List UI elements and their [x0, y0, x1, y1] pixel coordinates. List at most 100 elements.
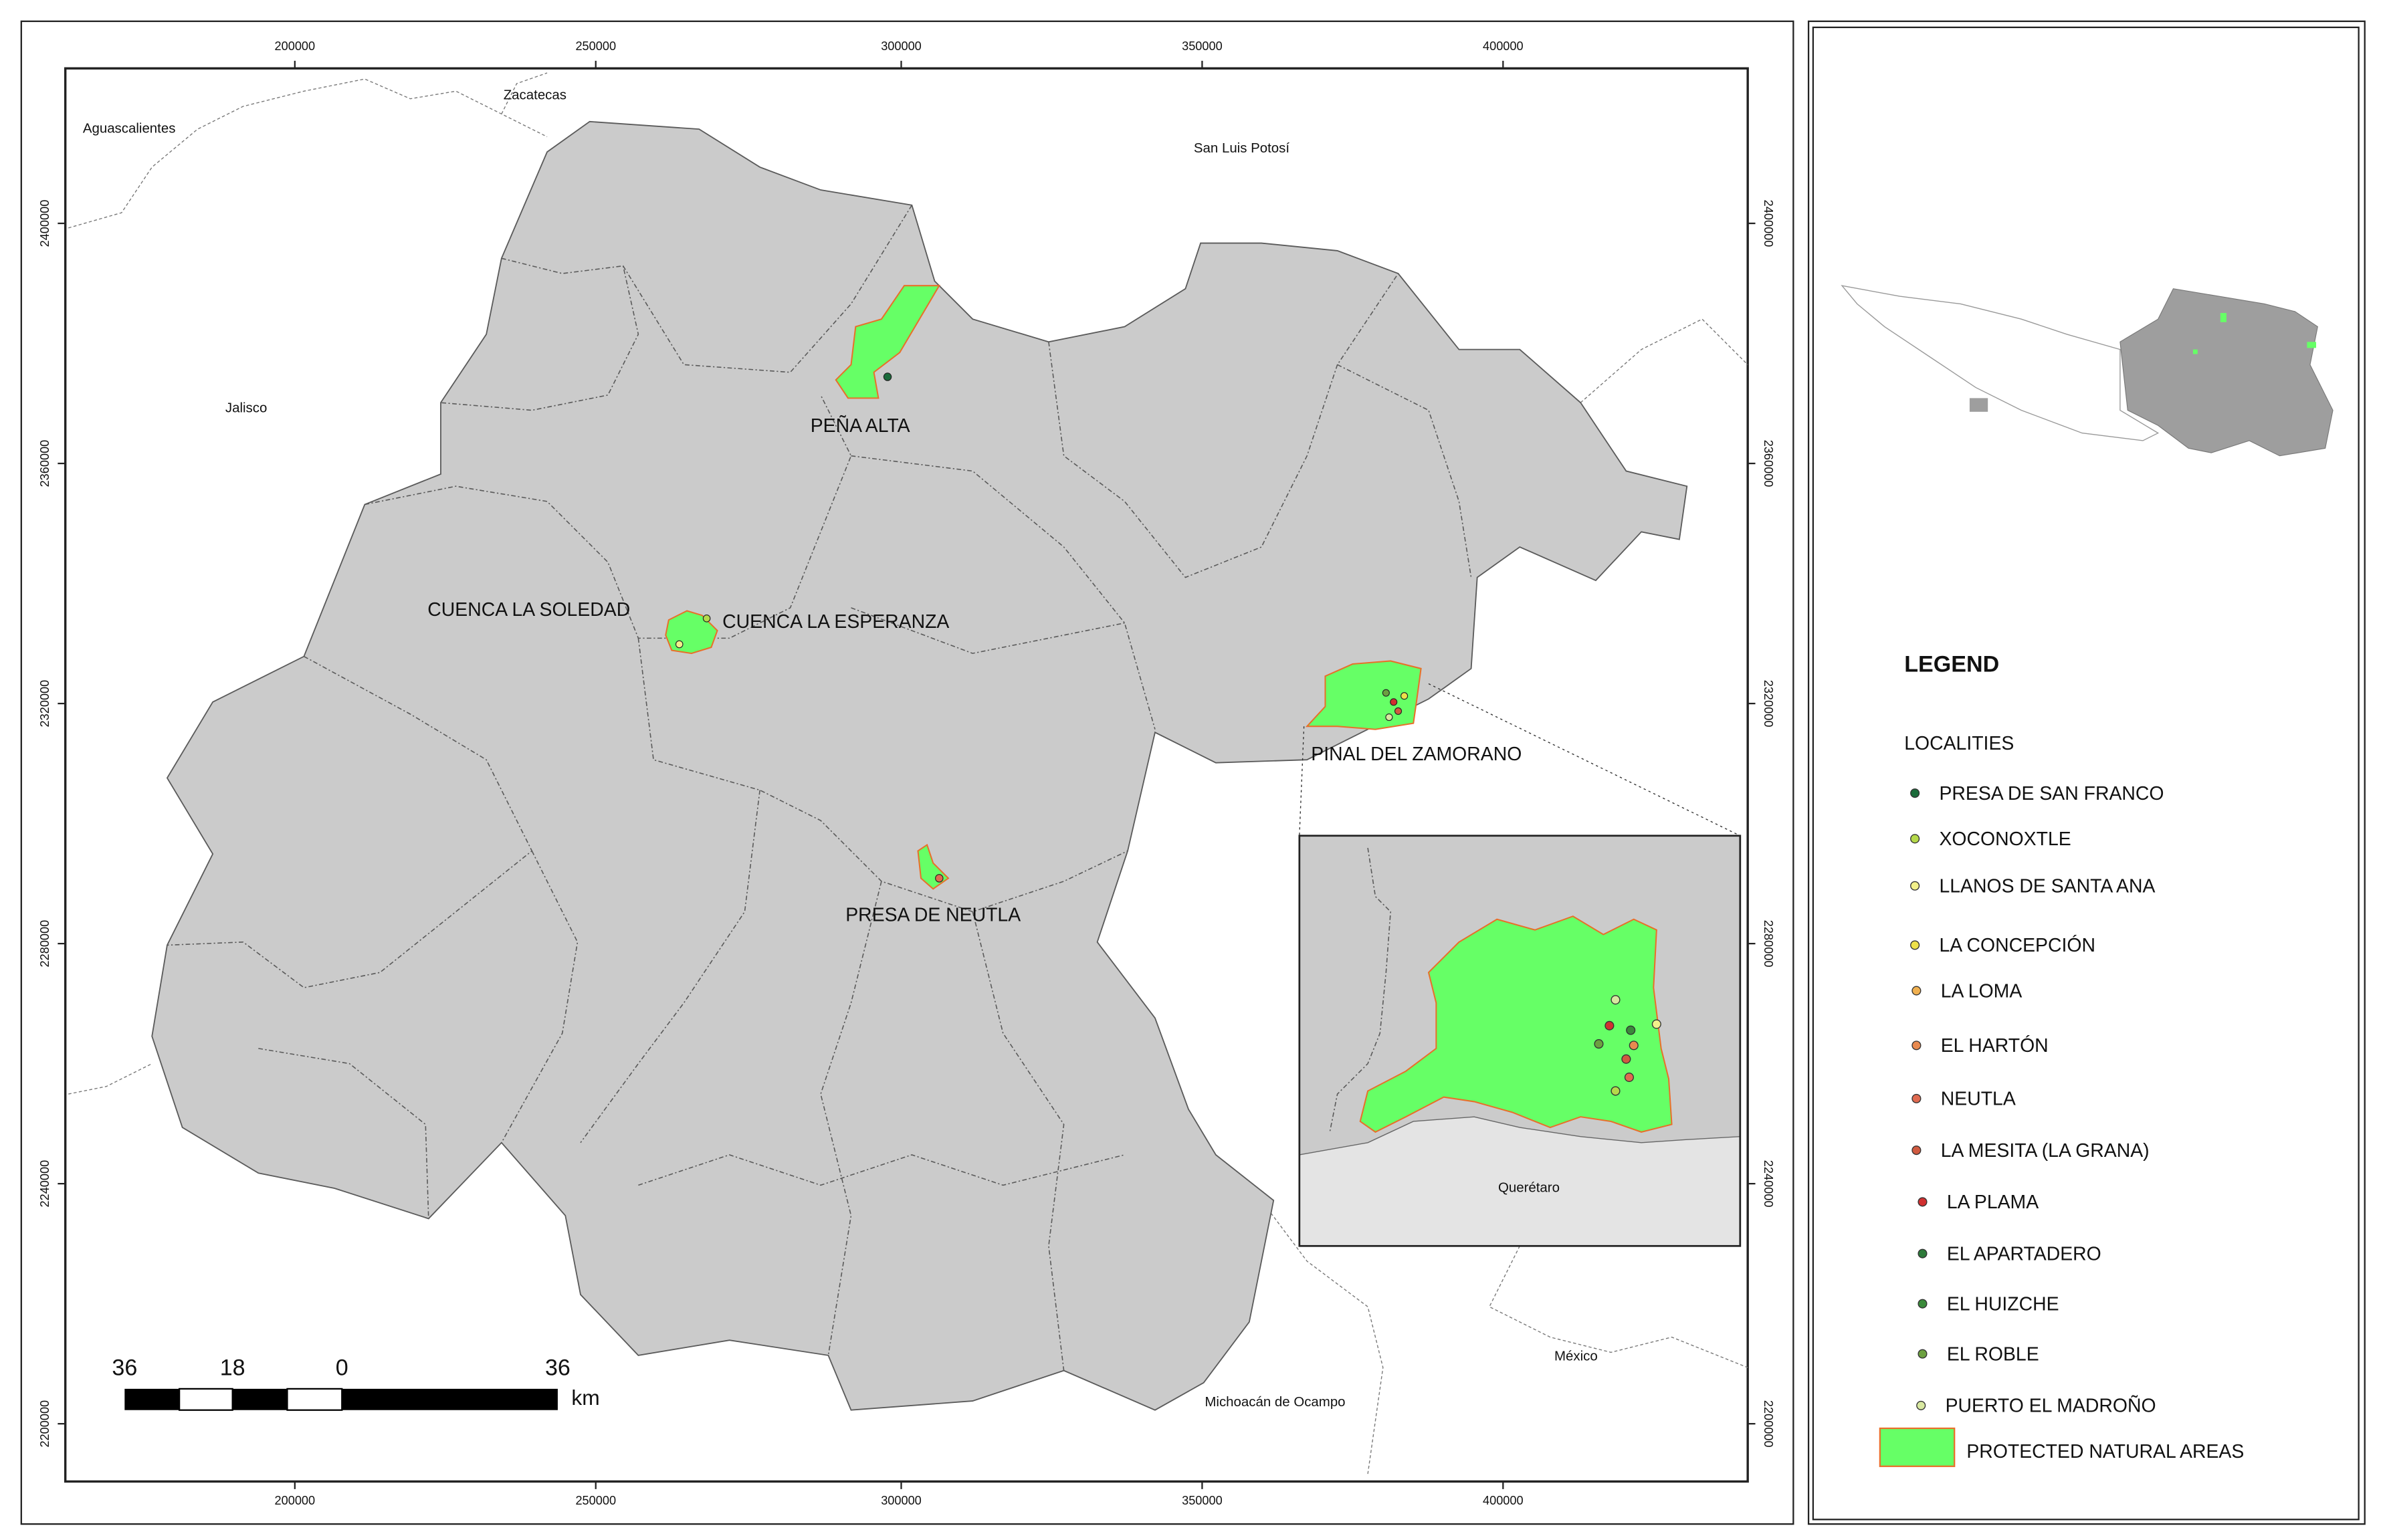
locality-marker: [1385, 713, 1393, 722]
region-label: Zacatecas: [504, 88, 566, 103]
scale-label: 18: [220, 1355, 245, 1380]
y-tick-label: 2240000: [38, 1160, 51, 1208]
y-tick-label: 2400000: [1762, 200, 1775, 247]
municipal-border: [440, 257, 639, 411]
municipal-border: [638, 1154, 1125, 1186]
legend-marker: [1918, 1349, 1928, 1359]
y-tick-label: 2360000: [38, 440, 51, 487]
x-tick-label: 200000: [275, 39, 316, 53]
municipal-border: [622, 205, 913, 373]
inset-locality: [1624, 1073, 1634, 1083]
state-border: [1261, 1200, 1384, 1474]
state-border: [1580, 318, 1748, 403]
legend-area-swatch: [1879, 1427, 1956, 1467]
state-borders: [68, 72, 1748, 1474]
y-tick-label: 2200000: [1762, 1400, 1775, 1448]
region-label: San Luis Potosí: [1194, 140, 1289, 156]
locality-marker: [1401, 692, 1409, 700]
x-tick-label: 400000: [1483, 39, 1524, 53]
legend-label: PUERTO EL MADROÑO: [1946, 1396, 2156, 1417]
x-tick-label: 250000: [575, 1494, 616, 1507]
scale-segment: [178, 1388, 233, 1411]
inset-border: [1329, 847, 1391, 1133]
inset-locality: [1626, 1025, 1636, 1035]
legend-label: EL ROBLE: [1947, 1343, 2039, 1365]
region-label: Aguascalientes: [83, 121, 176, 136]
mexico-outline: [1841, 285, 2160, 441]
inset-locality: [1621, 1054, 1631, 1064]
x-tick-label: 300000: [881, 39, 922, 53]
x-tick-label: 300000: [881, 1494, 922, 1507]
y-tick-label: 2280000: [38, 920, 51, 968]
legend-label: LLANOS DE SANTA ANA: [1939, 876, 2155, 897]
locator-protected-area: [2307, 342, 2317, 348]
inset-frame: [1298, 835, 1742, 1247]
municipal-border: [580, 790, 760, 1143]
y-tick-label: 2200000: [38, 1400, 51, 1448]
y-tick-label: 2400000: [38, 200, 51, 247]
inset-locality: [1651, 1019, 1661, 1029]
municipal-border: [851, 607, 1125, 654]
municipal-border: [972, 911, 1065, 1371]
inset-locality: [1604, 1020, 1615, 1030]
locality-marker: [702, 615, 711, 623]
inset-map: Querétaro: [1298, 835, 1742, 1247]
state-border: [68, 78, 548, 229]
region-label: México: [1554, 1349, 1598, 1364]
legend-outer-frame: [1807, 20, 2366, 1525]
legend-label: LA LOMA: [1941, 980, 2023, 1002]
legend-marker: [1918, 1299, 1928, 1309]
legend-marker: [1910, 834, 1920, 844]
x-tick-label: 400000: [1483, 1494, 1524, 1507]
legend-frame: [1812, 26, 2360, 1521]
inset-locality: [1594, 1039, 1604, 1049]
x-tick-label: 250000: [575, 39, 616, 53]
protected-area-label: PINAL DEL ZAMORANO: [1311, 744, 1522, 765]
guanajuato-state: [151, 120, 1688, 1411]
y-tick-label: 2360000: [1762, 440, 1775, 487]
state-border: [1488, 1245, 1748, 1368]
legend-label: PRESA DE SAN FRANCO: [1939, 783, 2164, 804]
locator-state: [1969, 398, 1988, 412]
inset-locality: [1611, 1086, 1621, 1096]
municipal-border: [258, 1048, 429, 1219]
locality-marker: [935, 874, 944, 883]
legend-area-label: PROTECTED NATURAL AREAS: [1966, 1441, 2244, 1462]
y-tick-label: 2320000: [38, 680, 51, 728]
municipal-border: [1337, 364, 1472, 578]
municipal-border: [637, 638, 1128, 913]
scale-unit: km: [571, 1386, 599, 1410]
locality-marker: [883, 372, 892, 381]
state-border: [68, 1063, 152, 1095]
locality-marker: [1382, 689, 1390, 697]
scale-segment: [342, 1388, 558, 1410]
locality-markers: [675, 372, 1409, 883]
legend-marker: [1911, 1145, 1922, 1156]
scale-label: 0: [336, 1355, 348, 1380]
x-tick-label: 350000: [1182, 1494, 1223, 1507]
scale-label: 36: [545, 1355, 571, 1380]
legend-items: PRESA DE SAN FRANCO XOCONOXTLE LLANOS DE S…: [1910, 783, 2164, 1417]
coordinate-ticks: 200000 200000 250000 250000 300000 300000 3500…: [38, 39, 1775, 1507]
legend-marker: [1911, 1040, 1922, 1051]
inset-locality: [1629, 1040, 1639, 1051]
legend-marker: [1910, 881, 1920, 891]
municipal-border: [820, 881, 882, 1356]
protected-area: [835, 285, 941, 399]
region-label: Jalisco: [225, 401, 267, 416]
inset-protected-area: [1359, 915, 1673, 1133]
x-tick-label: 200000: [275, 1494, 316, 1507]
scale-bar: 36 18 0 36 km: [112, 1355, 600, 1411]
x-tick-label: 350000: [1182, 39, 1223, 53]
municipal-border: [851, 455, 1156, 730]
municipal-border: [167, 655, 533, 988]
municipal-border: [501, 851, 579, 1143]
legend-title: LEGEND: [1904, 651, 1999, 677]
state-border: [501, 72, 548, 114]
locality-marker: [675, 640, 684, 649]
y-tick-label: 2320000: [1762, 680, 1775, 728]
protected-area: [1305, 660, 1422, 730]
protected-area-label: CUENCA LA SOLEDAD: [427, 599, 630, 621]
